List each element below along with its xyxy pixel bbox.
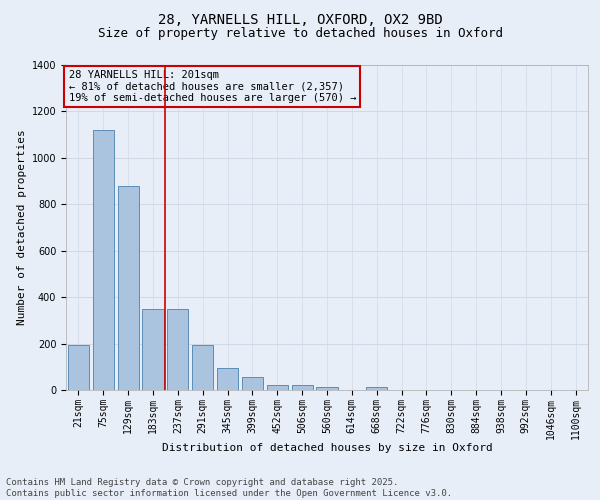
Text: 28 YARNELLS HILL: 201sqm
← 81% of detached houses are smaller (2,357)
19% of sem: 28 YARNELLS HILL: 201sqm ← 81% of detach… bbox=[68, 70, 356, 103]
Text: 28, YARNELLS HILL, OXFORD, OX2 9BD: 28, YARNELLS HILL, OXFORD, OX2 9BD bbox=[158, 12, 442, 26]
Bar bbox=[118, 186, 139, 390]
Bar bbox=[93, 130, 114, 390]
Bar bbox=[267, 385, 288, 390]
Text: Size of property relative to detached houses in Oxford: Size of property relative to detached ho… bbox=[97, 28, 503, 40]
Bar bbox=[217, 368, 238, 390]
Bar bbox=[292, 386, 313, 390]
Bar bbox=[68, 344, 89, 390]
Bar bbox=[167, 308, 188, 390]
Bar bbox=[316, 386, 338, 390]
Bar bbox=[242, 377, 263, 390]
Bar bbox=[366, 387, 387, 390]
Bar bbox=[142, 308, 164, 390]
Y-axis label: Number of detached properties: Number of detached properties bbox=[17, 130, 28, 326]
Text: Contains HM Land Registry data © Crown copyright and database right 2025.
Contai: Contains HM Land Registry data © Crown c… bbox=[6, 478, 452, 498]
X-axis label: Distribution of detached houses by size in Oxford: Distribution of detached houses by size … bbox=[161, 443, 493, 453]
Bar bbox=[192, 344, 213, 390]
